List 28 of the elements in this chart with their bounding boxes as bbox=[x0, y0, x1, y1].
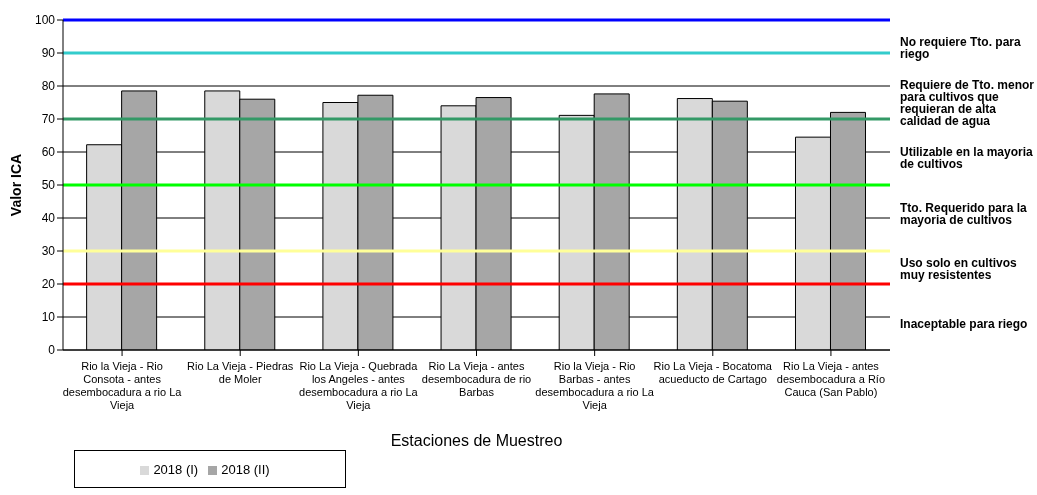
y-tick-label: 50 bbox=[41, 178, 56, 193]
y-tick-label: 90 bbox=[41, 46, 56, 61]
y-tick-label: 80 bbox=[41, 79, 56, 94]
y-tick-label: 60 bbox=[41, 145, 56, 160]
text: Utilizable en la mayoria de cultivos bbox=[900, 145, 1034, 172]
y-axis-title: Valor ICA bbox=[7, 153, 24, 217]
legend-label: 2018 (I) bbox=[153, 461, 199, 477]
y-tick-label: 30 bbox=[41, 244, 56, 259]
x-axis-title: Estaciones de Muestreo bbox=[390, 432, 563, 449]
text: Requiere de Tto. menor para cultivos que requieran de alta calidad de agua bbox=[900, 78, 1036, 128]
legend-label: 2018 (II) bbox=[221, 461, 270, 477]
y-tick-label: 100 bbox=[34, 13, 56, 28]
x-tick-label: Rio La Vieja - Quebrada los Angeles - antes desembocadura a rio La Vieja bbox=[299, 360, 419, 411]
y-tick-label: 0 bbox=[48, 343, 56, 358]
y-tick-label: 70 bbox=[41, 112, 56, 127]
x-tick-label: Rio La Vieja - antes desembocadura a Río Cauca (San Pablo) bbox=[776, 360, 886, 398]
x-tick-label: Rio la Vieja - Rio Consota - antes desembocadura a rio La Vieja bbox=[62, 360, 183, 411]
x-tick-label: Rio La Vieja - Bocatoma acueducto de Cartago bbox=[653, 360, 773, 385]
text: Tto. Requerido para la mayoria de cultivos bbox=[900, 200, 1028, 227]
text: Uso solo en cultivos muy resistentes bbox=[900, 256, 1018, 282]
y-tick-label: 40 bbox=[41, 211, 56, 226]
x-tick-label: Rio La Vieja - antes desembocadura de rio Barbas bbox=[421, 360, 532, 398]
text: No requiere Tto. para riego bbox=[900, 34, 1022, 61]
x-tick-label: Rio la Vieja - Rio Barbas - antes desembocadura a rio La Vieja bbox=[535, 360, 655, 411]
x-tick-label: Rio La Vieja - Piedras de Moler bbox=[187, 360, 294, 385]
text: Inaceptable para riego bbox=[900, 317, 1029, 332]
y-tick-label: 10 bbox=[41, 310, 56, 325]
y-tick-label: 20 bbox=[41, 277, 56, 292]
